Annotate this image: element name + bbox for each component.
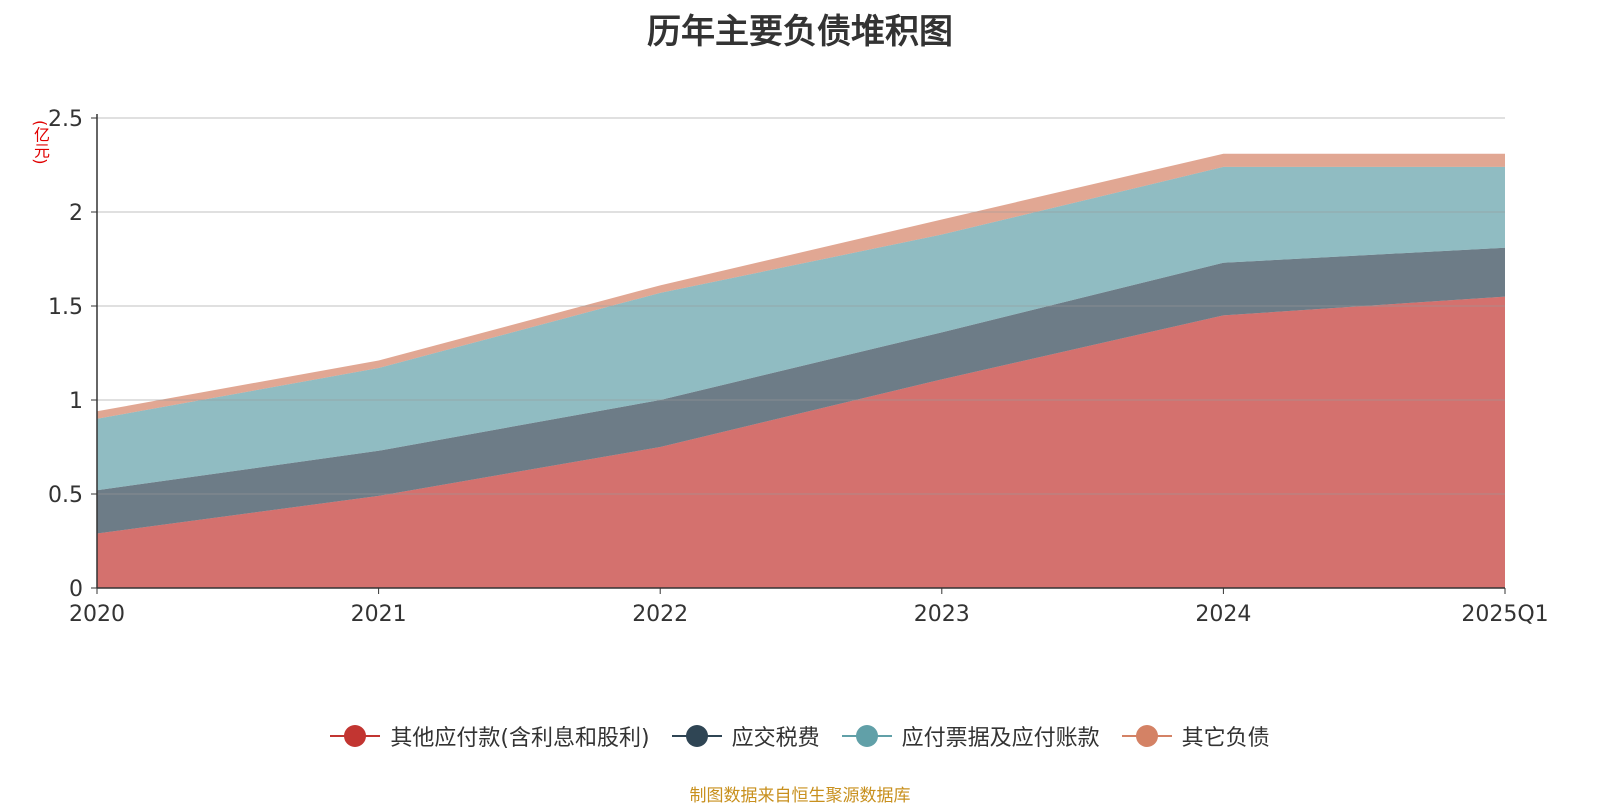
legend-item-3[interactable]: 其它负债 — [1121, 720, 1270, 752]
data-source-note: 制图数据来自恒生聚源数据库 — [689, 786, 911, 806]
chart-legend[interactable]: 其他应付款(含利息和股利) 应交税费 应付票据及应付账款 其它负债 — [0, 720, 1600, 752]
legend-marker-2 — [841, 724, 892, 748]
y-axis-unit-label: (亿元) — [31, 120, 50, 165]
legend-item-0[interactable]: 其他应付款(含利息和股利) — [330, 720, 650, 752]
x-tick-label-2: 2022 — [632, 602, 688, 627]
y-tick-label-5: 2.5 — [48, 107, 83, 132]
x-tick-label-4: 2024 — [1195, 602, 1251, 627]
legend-item-1[interactable]: 应交税费 — [671, 720, 820, 752]
y-tick-label-3: 1.5 — [48, 295, 83, 320]
x-tick-label-1: 2021 — [351, 602, 407, 627]
x-tick-label-5: 2025Q1 — [1461, 602, 1548, 627]
series-area-3 — [97, 153, 1505, 419]
x-tick-label-0: 2020 — [69, 602, 125, 627]
y-tick-label-1: 0.5 — [48, 483, 83, 508]
x-tick-label-3: 2023 — [914, 602, 970, 627]
legend-marker-0 — [330, 724, 381, 748]
legend-marker-1 — [671, 724, 722, 748]
legend-marker-3 — [1121, 724, 1172, 748]
legend-label-3: 其它负债 — [1181, 726, 1270, 751]
legend-label-1: 应交税费 — [731, 726, 820, 751]
series-area-1 — [97, 247, 1505, 534]
y-tick-label-2: 1 — [69, 389, 83, 414]
legend-item-2[interactable]: 应付票据及应付账款 — [841, 720, 1100, 752]
y-tick-label-0: 0 — [69, 577, 83, 602]
chart-title: 历年主要负债堆积图 — [647, 12, 953, 52]
series-area-0 — [97, 296, 1505, 588]
legend-label-2: 应付票据及应付账款 — [901, 726, 1100, 751]
series-area-2 — [97, 166, 1505, 491]
legend-label-0: 其他应付款(含利息和股利) — [390, 726, 650, 751]
y-tick-label-4: 2 — [69, 201, 83, 226]
